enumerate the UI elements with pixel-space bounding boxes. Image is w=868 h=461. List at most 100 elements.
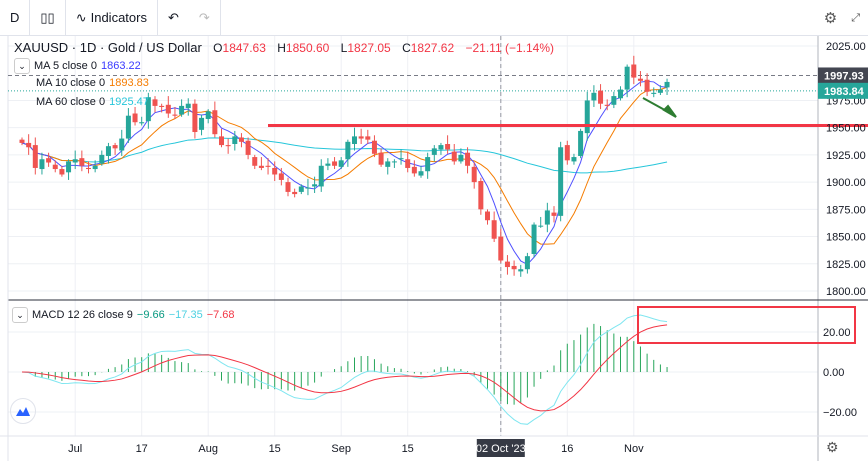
candle: [551, 206, 557, 223]
candle: [604, 99, 610, 111]
candle-body: [451, 151, 457, 162]
candle-body: [371, 140, 377, 154]
macd-tick-label: 20.00: [823, 327, 851, 339]
candle-body: [39, 159, 45, 170]
candle: [219, 128, 224, 148]
time-label: Sep: [331, 443, 351, 455]
close-value: 1827.62: [410, 41, 455, 55]
candle: [418, 165, 424, 178]
candle-body: [651, 92, 657, 94]
fullscreen-icon[interactable]: ⤢: [851, 11, 860, 24]
ma60-line: [21, 137, 668, 174]
candle-body: [657, 89, 663, 93]
macd-line-value: −17.35: [168, 308, 203, 321]
redo-button[interactable]: ↷: [189, 0, 221, 36]
candle-body: [312, 184, 318, 187]
symbol-title: XAUUSD · 1D · Gold / US Dollar: [14, 40, 202, 55]
price-tick-label: 1925.00: [826, 150, 866, 162]
candle: [637, 71, 643, 87]
macd-hist-value: −9.66: [136, 308, 165, 321]
candle: [531, 222, 537, 258]
candle-body: [265, 165, 271, 167]
candle: [278, 167, 284, 186]
candle: [345, 139, 351, 167]
chart-type-button[interactable]: ▯▯: [30, 0, 66, 36]
low-label: L: [340, 41, 348, 55]
price-tick-label: 1900.00: [826, 177, 866, 189]
candle-body: [425, 157, 431, 172]
candle: [238, 133, 244, 148]
time-label: 15: [269, 443, 281, 455]
macd-tick-label: 0.00: [823, 367, 844, 379]
candle: [538, 216, 544, 228]
candle: [232, 130, 238, 151]
candle-body: [318, 165, 324, 187]
undo-button[interactable]: ↶: [158, 0, 189, 36]
candle: [644, 73, 650, 97]
macd-signal-value: −7.68: [206, 308, 235, 321]
ma10-legend: MA 10 close 0 1893.83: [36, 77, 153, 89]
candle: [272, 161, 278, 182]
indicators-button[interactable]: ∿ Indicators: [66, 0, 158, 36]
candle: [458, 148, 464, 164]
candle: [265, 158, 271, 175]
candle-body: [465, 152, 471, 166]
price-tick-label: 1825.00: [826, 259, 866, 271]
cloud-icon: [16, 407, 30, 416]
price-tick-label: 1875.00: [826, 204, 866, 216]
candle: [451, 144, 457, 165]
price-tick-label: 1950.00: [826, 123, 866, 135]
candle-body: [26, 142, 32, 148]
candle-body: [352, 136, 357, 144]
candle-body: [518, 269, 524, 272]
redo-icon: ↷: [198, 9, 210, 25]
candle: [318, 159, 324, 192]
candle: [245, 137, 251, 160]
candle-body: [365, 136, 371, 140]
candle: [92, 160, 98, 173]
candle: [172, 106, 178, 119]
candle-body: [292, 191, 298, 195]
candle-body: [558, 147, 564, 216]
gear-icon[interactable]: ⚙: [823, 10, 838, 27]
last-price-marker: [818, 67, 868, 84]
candle: [72, 150, 78, 170]
candle: [179, 99, 185, 117]
candle: [578, 128, 584, 159]
candle-body: [478, 181, 484, 210]
candle-body: [631, 64, 637, 78]
candle: [292, 188, 298, 198]
candle: [99, 150, 105, 166]
candle: [511, 260, 517, 276]
candle: [152, 96, 158, 113]
ma5-value: 1863.22: [100, 59, 141, 72]
candle-body: [611, 96, 617, 105]
open-label: O: [213, 41, 223, 55]
candle: [618, 86, 623, 101]
candle-body: [105, 146, 111, 156]
candle: [358, 128, 364, 144]
ma60-label: MA 60 close 0: [36, 96, 106, 108]
candle: [624, 64, 630, 98]
time-label: 16: [561, 443, 573, 455]
candle: [105, 142, 111, 164]
time-label: Aug: [198, 443, 218, 455]
candle: [298, 184, 304, 195]
candle: [125, 108, 131, 143]
collapse-macd-button[interactable]: ⌄: [12, 307, 28, 323]
candle: [52, 160, 58, 173]
candle: [145, 92, 151, 129]
candle-body: [431, 148, 437, 155]
interval-button[interactable]: D: [0, 0, 31, 36]
collapse-legend-button[interactable]: ⌄: [14, 58, 30, 74]
chart-canvas[interactable]: 2025.001975.001950.001925.001900.001875.…: [0, 36, 868, 461]
axis-settings-icon: ⚙: [826, 439, 839, 455]
time-label: 02 Oct '23: [476, 443, 526, 455]
candle: [631, 55, 637, 85]
high-label: H: [277, 41, 286, 55]
candle-body: [591, 92, 597, 101]
candle-body: [132, 113, 138, 123]
candle-body: [598, 90, 604, 104]
candle-body: [298, 186, 304, 192]
tradingview-logo[interactable]: [10, 398, 36, 424]
